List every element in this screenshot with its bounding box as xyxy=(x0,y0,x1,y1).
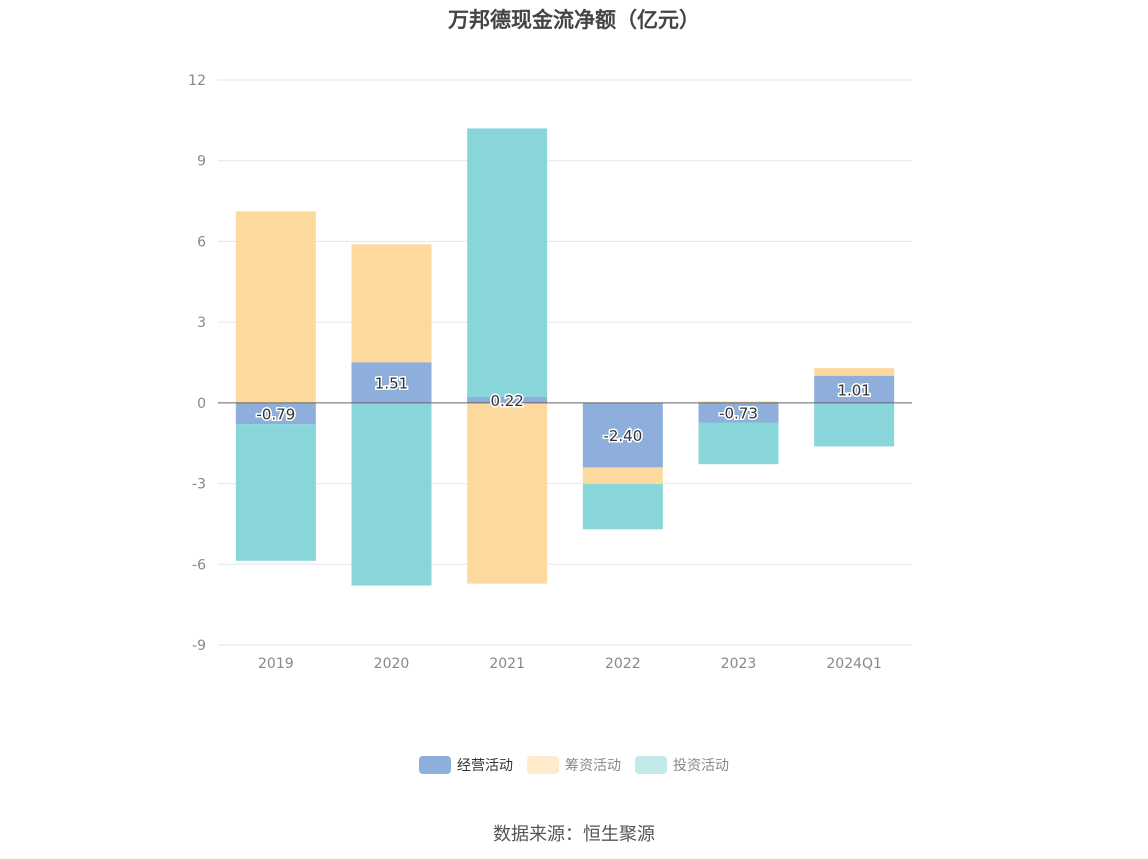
bar-investing xyxy=(698,422,779,465)
legend-label-financing: 筹资活动 xyxy=(565,758,621,774)
legend-label-operating: 经营活动 xyxy=(457,758,513,774)
y-tick-label: 6 xyxy=(197,234,206,250)
x-tick-label: 2023 xyxy=(721,656,757,672)
bar-financing xyxy=(351,244,432,363)
data-source: 数据来源：恒生聚源 xyxy=(493,824,655,845)
chart-title: 万邦德现金流净额（亿元） xyxy=(448,8,700,32)
y-tick-label: 0 xyxy=(197,396,206,412)
data-label: -0.79 xyxy=(256,405,295,423)
bar-investing xyxy=(351,402,432,586)
legend-item-operating[interactable]: 经营活动 xyxy=(419,755,513,775)
bar-financing xyxy=(814,368,895,376)
data-label: -0.73 xyxy=(719,405,758,423)
data-label: -2.40 xyxy=(603,427,642,445)
data-label: 0.22 xyxy=(490,392,523,410)
x-tick-label: 2019 xyxy=(258,656,294,672)
y-tick-label: -6 xyxy=(192,557,206,573)
x-tick-label: 2021 xyxy=(489,656,525,672)
bar-financing xyxy=(467,402,548,584)
legend-swatch-operating xyxy=(419,756,451,774)
y-tick-label: 12 xyxy=(188,73,206,89)
y-tick-label: -3 xyxy=(192,477,206,493)
data-label: 1.51 xyxy=(375,375,408,393)
bar-operating xyxy=(351,362,432,403)
y-tick-label: -9 xyxy=(192,638,206,654)
bar-financing xyxy=(698,401,779,403)
bar-operating xyxy=(698,402,779,423)
legend-swatch-financing xyxy=(527,756,559,774)
x-tick-label: 2024Q1 xyxy=(826,656,882,672)
bar-operating xyxy=(235,402,316,425)
y-tick-label: 9 xyxy=(197,154,206,170)
legend-swatch-investing xyxy=(635,756,667,774)
bar-financing xyxy=(582,467,663,485)
bar-operating xyxy=(467,396,548,403)
chart-legend: 经营活动 筹资活动 投资活动 xyxy=(0,755,1148,775)
legend-label-investing: 投资活动 xyxy=(673,758,729,774)
bar-operating xyxy=(814,375,895,403)
x-tick-label: 2020 xyxy=(374,656,410,672)
bar-investing xyxy=(814,402,895,447)
bar-investing xyxy=(582,484,663,530)
y-tick-label: 3 xyxy=(197,315,206,331)
legend-item-financing[interactable]: 筹资活动 xyxy=(527,755,621,775)
bar-investing xyxy=(235,424,316,561)
legend-item-investing[interactable]: 投资活动 xyxy=(635,755,729,775)
bar-operating xyxy=(582,402,663,468)
bar-investing xyxy=(467,128,548,397)
bar-financing xyxy=(235,211,316,403)
x-tick-label: 2022 xyxy=(605,656,641,672)
data-label: 1.01 xyxy=(837,381,870,399)
